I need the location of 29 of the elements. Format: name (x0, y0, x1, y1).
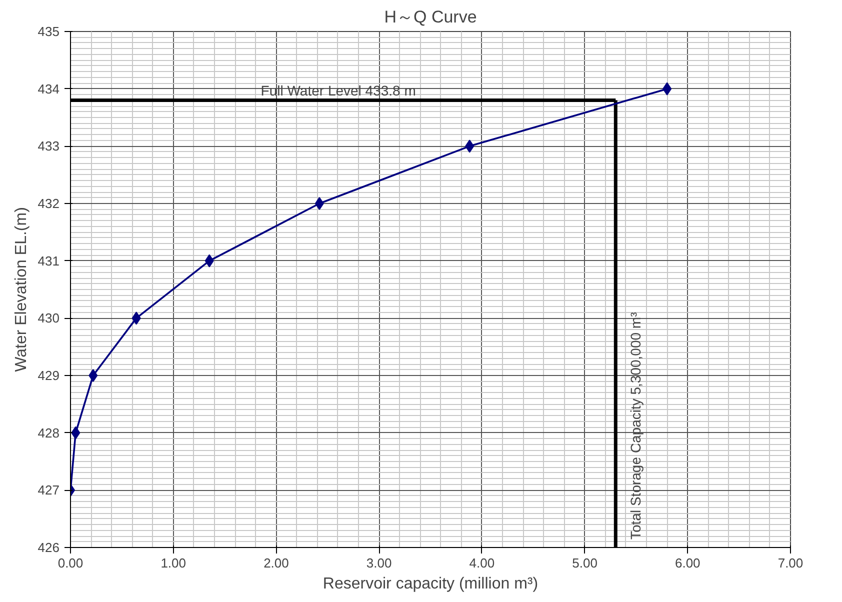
y-tick-label: 432 (38, 196, 60, 211)
y-tick-label: 429 (38, 368, 60, 383)
y-tick-label: 430 (38, 310, 60, 326)
x-axis-title: Reservoir capacity (million m³) (322, 576, 538, 592)
point (314, 197, 324, 210)
point (465, 140, 474, 153)
chart-title: H～Q Curve (384, 8, 477, 26)
point (88, 369, 98, 382)
y-tick-label: 427 (38, 482, 60, 498)
x-tick-label: 6.00 (674, 556, 700, 570)
point (71, 426, 80, 440)
x-tick-label: 4.00 (469, 556, 495, 570)
point (132, 312, 141, 325)
y-axis-title: Water Elevation EL.(m) (12, 207, 30, 372)
y-tick-label: 431 (38, 253, 60, 268)
y-tick-label: 434 (38, 81, 60, 96)
y-tick-label: 428 (38, 425, 60, 440)
y-tick-label: 433 (38, 138, 60, 154)
x-tick-label: 0.00 (58, 556, 84, 570)
x-tick-label: 3.00 (366, 556, 392, 570)
x-tick-label: 2.00 (264, 556, 289, 570)
x-tick-label: 5.00 (572, 556, 598, 570)
y-tick-label: 426 (38, 540, 60, 555)
point (204, 254, 214, 268)
y-tick-label: 435 (38, 24, 60, 39)
ref-line-label: Total Storage Capacity 5,300,000 m³ (628, 312, 644, 540)
x-tick-label: 7.00 (778, 556, 804, 570)
point (662, 82, 672, 96)
x-tick-label: 1.00 (160, 556, 186, 570)
